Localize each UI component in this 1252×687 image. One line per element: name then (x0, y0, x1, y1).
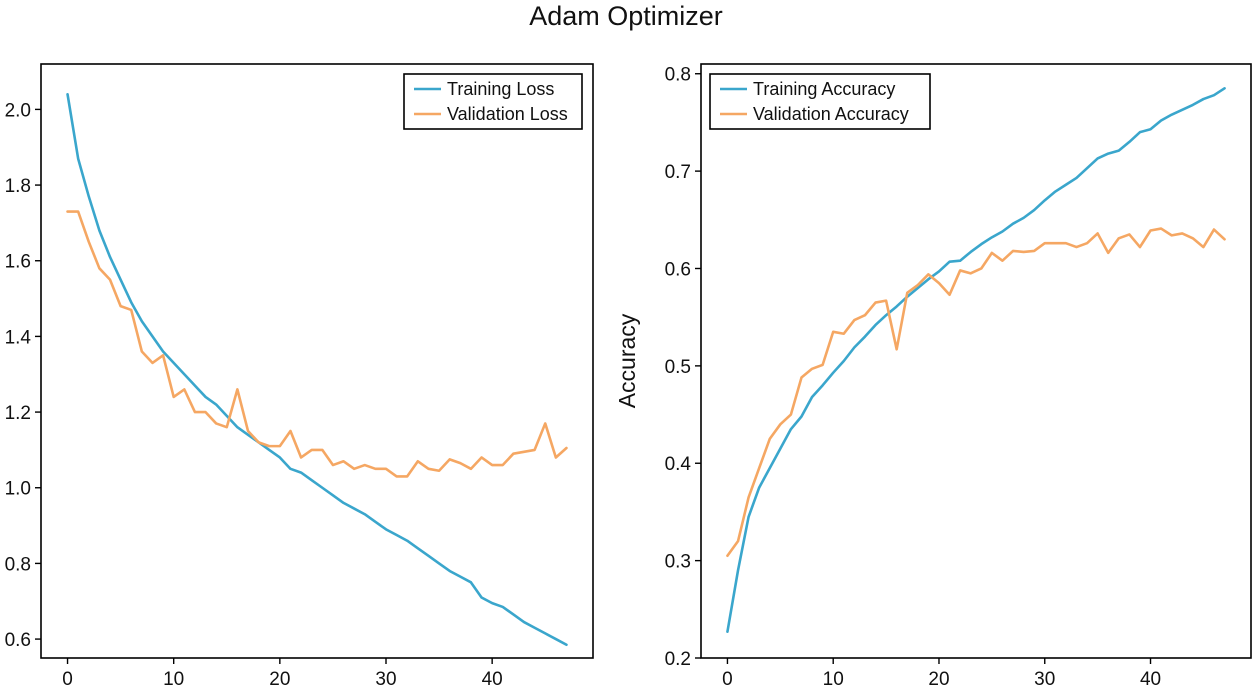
figure-title: Adam Optimizer (529, 1, 723, 31)
y-tick-label: 0.6 (5, 630, 31, 651)
y-tick-label: 0.8 (665, 65, 691, 86)
x-tick-label: 30 (1034, 669, 1055, 687)
y-tick-label: 0.8 (5, 554, 31, 575)
legend-label: Training Loss (447, 79, 554, 99)
loss-panel: 0 10 20 30 40 0.6 0.8 1.0 1.2 1.4 1.6 1.8 2.0 Trainin… (5, 63, 594, 687)
series-line-0 (726, 87, 1226, 634)
series-line-1 (726, 227, 1226, 558)
legend-box (709, 73, 931, 130)
plot-frame (700, 63, 1252, 659)
legend-label: Training Accuracy (753, 79, 895, 99)
accuracy-panel: 0 10 20 30 40 0.2 0.3 0.4 0.5 0.6 0.7 0.8 Accuracy Tr… (614, 63, 1252, 687)
x-tick-label: 20 (269, 669, 290, 687)
x-tick-label: 20 (928, 669, 949, 687)
y-tick-label: 1.0 (5, 479, 31, 500)
legend-label: Validation Loss (447, 104, 568, 124)
x-tick-label: 10 (823, 669, 844, 687)
x-tick-label: 0 (62, 669, 73, 687)
plot-frame (40, 63, 594, 659)
y-tick-label: 1.2 (5, 403, 31, 424)
y-tick-label: 0.3 (665, 552, 691, 573)
y-tick-label: 0.7 (665, 162, 691, 183)
legend-box (403, 73, 583, 130)
y-tick-label: 1.8 (5, 176, 31, 197)
y-tick-label: 0.4 (665, 454, 692, 475)
x-tick-label: 0 (722, 669, 733, 687)
series-line-1 (66, 210, 568, 478)
y-tick-label: 1.6 (5, 252, 31, 273)
x-tick-label: 30 (375, 669, 396, 687)
x-tick-label: 40 (1140, 669, 1161, 687)
y-tick-label: 0.2 (665, 649, 691, 670)
legend-label: Validation Accuracy (753, 104, 909, 124)
y-tick-label: 2.0 (5, 100, 31, 121)
y-tick-label: 0.6 (665, 259, 691, 280)
x-tick-label: 40 (482, 669, 503, 687)
y-tick-label: 0.5 (665, 357, 691, 378)
series-line-0 (66, 92, 568, 647)
x-tick-label: 10 (163, 669, 184, 687)
y-axis-label: Accuracy (614, 313, 640, 408)
y-tick-label: 1.4 (5, 327, 32, 348)
